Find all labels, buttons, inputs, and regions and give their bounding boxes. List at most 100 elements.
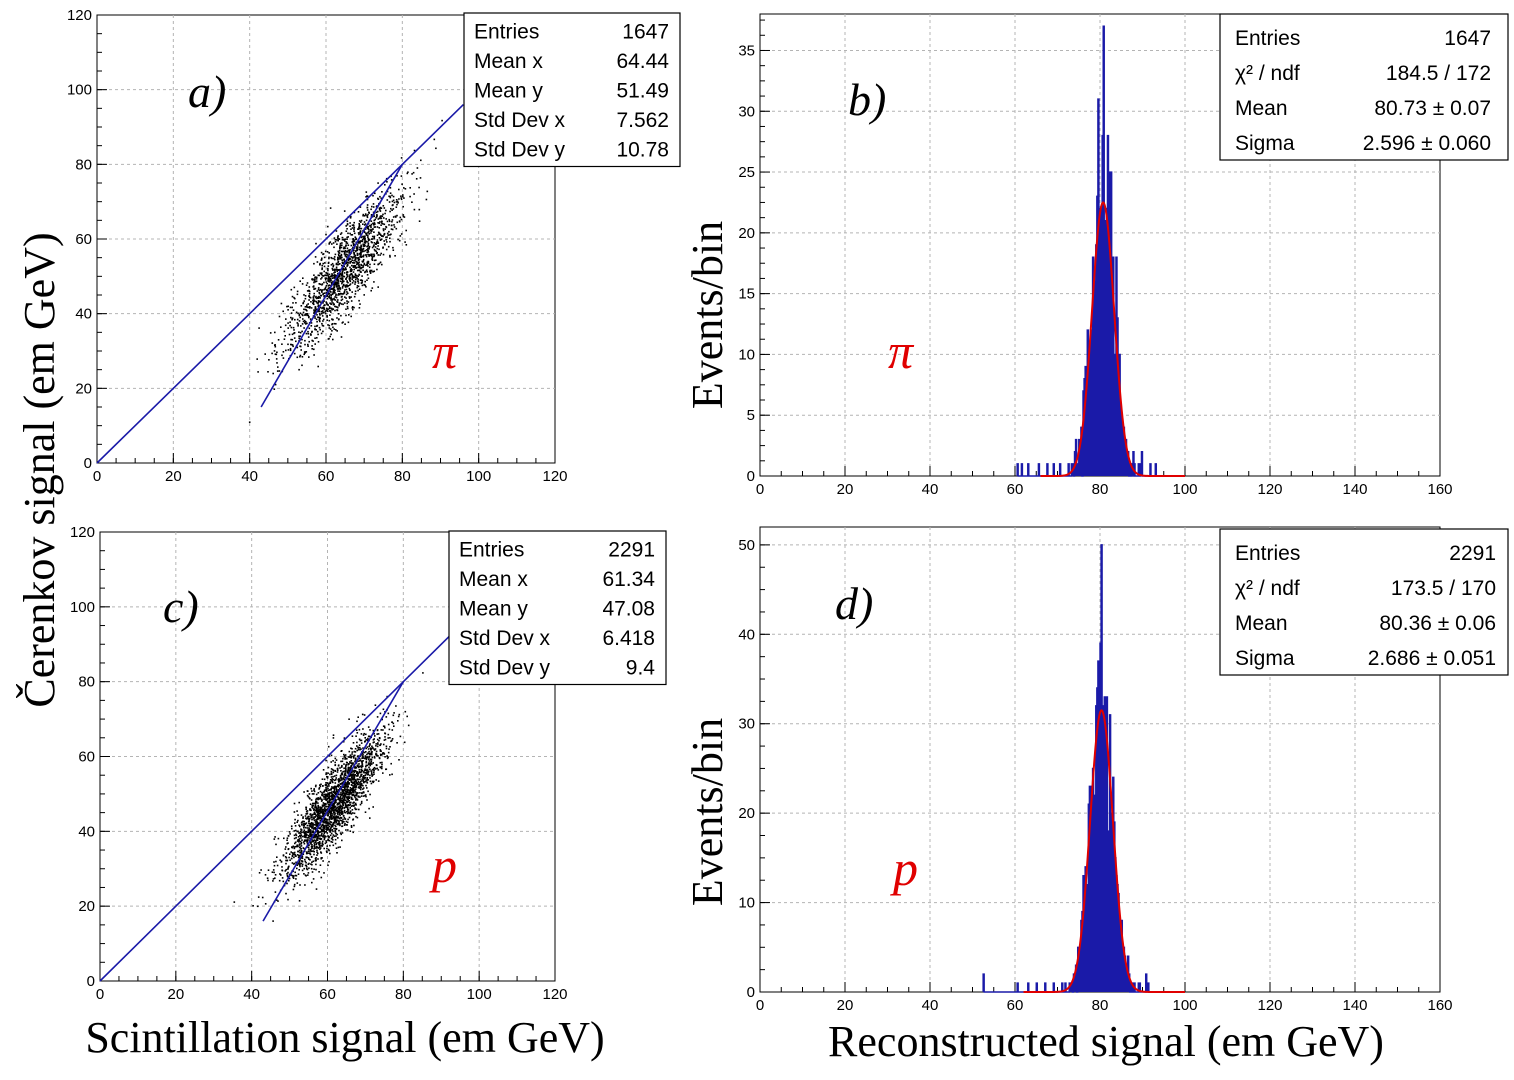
- y-axis-title-right-bottom: Events/bin: [683, 718, 732, 906]
- scatter-point: [406, 715, 408, 718]
- scatter-point: [324, 835, 326, 837]
- scatter-point: [340, 314, 342, 317]
- scatter-point: [363, 732, 365, 735]
- scatter-point: [330, 311, 332, 313]
- scatter-point: [310, 809, 312, 812]
- scatter-point: [348, 718, 350, 720]
- scatter-point: [297, 873, 300, 875]
- scatter-point: [349, 249, 351, 251]
- scatter-point: [321, 307, 323, 310]
- scatter-point: [303, 319, 306, 322]
- scatter-point: [337, 299, 339, 301]
- scatter-point: [346, 238, 348, 240]
- scatter-point: [325, 274, 328, 277]
- scatter-point: [325, 805, 327, 808]
- scatter-point: [307, 336, 310, 338]
- scatter-point: [313, 295, 315, 297]
- scatter-point: [318, 274, 321, 277]
- scatter-point: [362, 775, 365, 777]
- scatter-point: [364, 245, 366, 247]
- scatter-point: [339, 245, 341, 248]
- scatter-point: [389, 256, 391, 258]
- scatter-point: [358, 769, 361, 771]
- scatter-point: [311, 793, 314, 795]
- scatter-point: [341, 820, 344, 823]
- scatter-point: [293, 802, 296, 805]
- scatter-point: [344, 776, 346, 779]
- scatter-point: [353, 251, 355, 254]
- scatter-point: [318, 316, 320, 319]
- scatter-point: [296, 845, 298, 848]
- scatter-point: [306, 841, 308, 843]
- scatter-point: [287, 868, 289, 870]
- scatter-point: [366, 195, 369, 197]
- scatter-point: [267, 879, 269, 882]
- scatter-point: [360, 760, 363, 763]
- scatter-point: [302, 311, 305, 314]
- scatter-point: [315, 863, 317, 866]
- scatter-point: [321, 845, 324, 847]
- x-tick-label: 0: [756, 481, 764, 498]
- scatter-point: [292, 345, 294, 348]
- scatter-point: [349, 779, 351, 781]
- scatter-point: [315, 793, 318, 796]
- scatter-point: [345, 786, 348, 788]
- scatter-point: [367, 773, 369, 776]
- scatter-point: [363, 294, 365, 296]
- scatter-point: [347, 793, 350, 795]
- scatter-point: [337, 790, 339, 793]
- x-tick-label: 140: [1342, 997, 1367, 1014]
- scatter-point: [379, 761, 382, 764]
- scatter-point: [386, 199, 389, 201]
- scatter-point: [380, 750, 382, 752]
- scatter-point: [323, 281, 325, 284]
- scatter-point: [307, 343, 309, 346]
- scatter-point: [291, 862, 294, 864]
- scatter-point: [347, 768, 349, 771]
- scatter-point: [338, 813, 341, 815]
- gaussian-fit-curve: [1040, 201, 1185, 477]
- scatter-point: [418, 186, 420, 189]
- scatter-point: [402, 214, 405, 216]
- scatter-point: [352, 755, 355, 758]
- x-tick-label: 60: [1007, 481, 1024, 498]
- scatter-point: [348, 775, 350, 777]
- x-axis-title-left: Scintillation signal (em GeV): [85, 1013, 604, 1062]
- scatter-point: [298, 900, 301, 902]
- scatter-point: [359, 788, 362, 791]
- scatter-point: [309, 859, 311, 861]
- scatter-point: [372, 194, 374, 197]
- scatter-point: [359, 739, 362, 742]
- scatter-point: [337, 281, 340, 283]
- scatter-point: [350, 805, 353, 807]
- scatter-point: [402, 195, 404, 198]
- scatter-point: [297, 819, 299, 822]
- scatter-point: [327, 285, 330, 287]
- scatter-point: [320, 783, 322, 786]
- scatter-point: [334, 770, 337, 772]
- scatter-point: [323, 798, 325, 800]
- scatter-point: [342, 786, 344, 788]
- scatter-point: [325, 793, 327, 796]
- scatter-point: [376, 764, 378, 767]
- scatter-point: [325, 828, 328, 830]
- scatter-point: [346, 291, 348, 293]
- scatter-point: [352, 773, 355, 776]
- scatter-point: [324, 310, 327, 313]
- scatter-point: [366, 279, 368, 281]
- scatter-point: [312, 840, 315, 843]
- scatter-point: [314, 834, 317, 836]
- scatter-point: [365, 761, 367, 764]
- scatter-point: [379, 766, 382, 769]
- scatter-point: [329, 798, 332, 801]
- scatter-point: [305, 808, 307, 811]
- scatter-point: [361, 266, 363, 269]
- scatter-point: [339, 273, 342, 275]
- scatter-point: [331, 323, 333, 326]
- y-tick-label: 0: [747, 984, 755, 1001]
- scatter-point: [285, 857, 288, 859]
- scatter-point: [341, 238, 344, 241]
- scatter-point: [393, 725, 395, 727]
- scatter-point: [346, 251, 349, 253]
- scatter-point: [392, 246, 394, 249]
